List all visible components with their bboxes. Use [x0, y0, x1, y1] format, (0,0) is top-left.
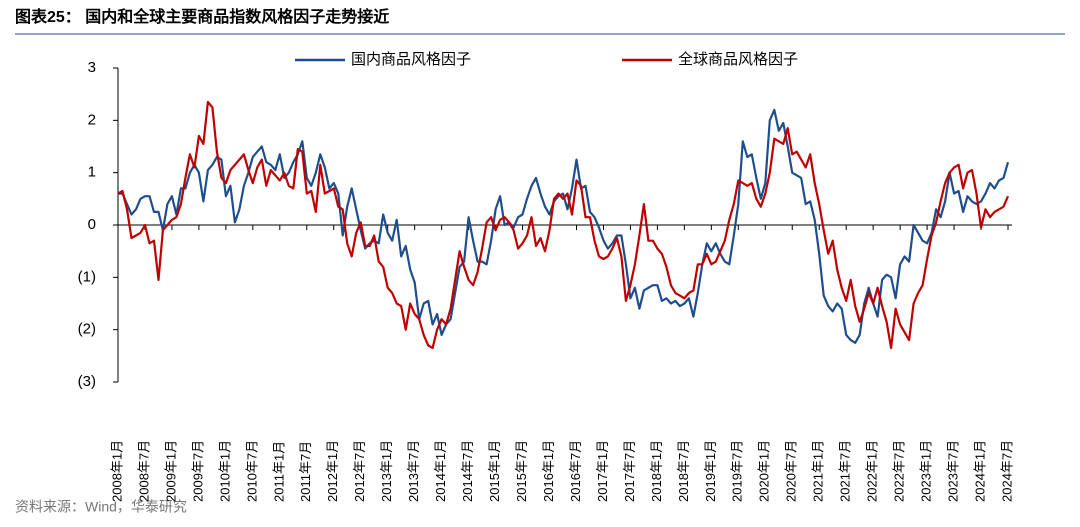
x-tick-label: 2018年7月	[676, 440, 691, 502]
x-tick-label: 2010年7月	[244, 440, 259, 502]
x-tick-label: 2015年1月	[487, 440, 502, 502]
x-tick-label: 2014年1月	[433, 440, 448, 502]
x-tick-label: 2013年1月	[379, 440, 394, 502]
x-tick-label: 2010年1月	[217, 440, 232, 502]
x-tick-label: 2020年7月	[784, 440, 799, 502]
x-tick-label: 2009年1月	[163, 440, 178, 502]
x-tick-label: 2014年7月	[460, 440, 475, 502]
x-tick-label: 2021年7月	[838, 440, 853, 502]
x-tick-label: 2016年1月	[541, 440, 556, 502]
series-line	[117, 100, 1010, 350]
x-tick-label: 2019年7月	[730, 440, 745, 502]
x-tick-label: 2008年1月	[109, 440, 124, 502]
y-tick-label: 1	[88, 164, 96, 181]
x-tick-label: 2013年7月	[406, 440, 421, 502]
x-tick-label: 2018年1月	[649, 440, 664, 502]
x-tick-label: 2024年1月	[972, 440, 987, 502]
y-tick-label: (3)	[78, 373, 96, 390]
x-tick-label: 2009年7月	[190, 440, 205, 502]
y-tick-label: 3	[88, 59, 96, 76]
x-tick-label: 2008年7月	[136, 440, 151, 502]
source: 资料来源：Wind，华泰研究	[15, 499, 187, 515]
x-tick-label: 2011年7月	[298, 441, 313, 502]
x-tick-label: 2021年1月	[811, 440, 826, 502]
legend-label: 国内商品风格因子	[351, 51, 471, 68]
x-tick-label: 2022年7月	[892, 440, 907, 502]
series-line	[118, 108, 1010, 344]
x-tick-label: 2012年7月	[352, 440, 367, 502]
x-tick-label: 2023年7月	[945, 440, 960, 502]
chart-title: 图表25： 国内和全球主要商品指数风格因子走势接近	[15, 7, 389, 26]
x-tick-label: 2020年1月	[757, 440, 772, 502]
x-tick-label: 2019年1月	[703, 440, 718, 502]
x-tick-label: 2012年1月	[325, 440, 340, 502]
legend-label: 全球商品风格因子	[678, 50, 798, 68]
x-tick-label: 2015年7月	[514, 440, 529, 502]
x-tick-label: 2017年7月	[622, 440, 637, 502]
x-tick-label: 2024年7月	[999, 440, 1014, 502]
x-tick-label: 2022年1月	[865, 440, 880, 502]
y-tick-label: (2)	[78, 321, 96, 338]
x-tick-label: 2023年1月	[919, 440, 934, 502]
x-tick-label: 2011年1月	[271, 441, 286, 502]
y-tick-label: 0	[88, 216, 96, 233]
x-tick-label: 2017年1月	[595, 440, 610, 502]
x-tick-label: 2016年7月	[568, 440, 583, 502]
y-tick-label: (1)	[78, 268, 96, 285]
y-tick-label: 2	[88, 111, 96, 128]
